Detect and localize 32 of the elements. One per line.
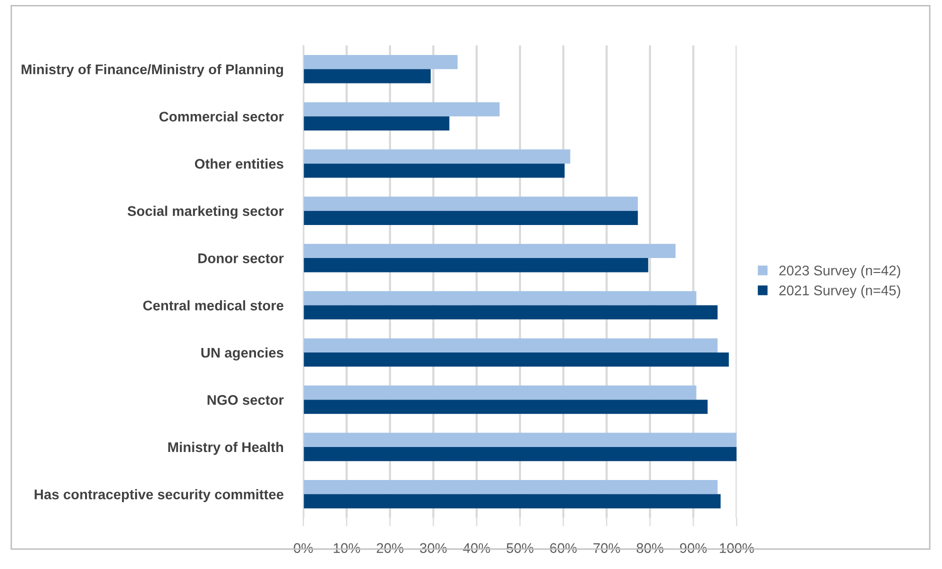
legend-label: 2021 Survey (n=45) [779,285,900,298]
y-tick-label: Central medical store [143,300,284,310]
bar [303,244,676,258]
y-tick-label: Commercial sector [159,111,284,122]
bar [303,338,718,352]
y-tick-label: Has contraceptive security committee [34,489,284,502]
bar [303,54,458,70]
bar [303,102,500,116]
bar [303,164,565,178]
bar [303,352,729,367]
bar [303,69,431,84]
y-tick-label: Donor sector [198,254,284,264]
bar [303,116,450,131]
bar [303,210,638,225]
y-tick-label: Ministry of Finance/Ministry of Planning [22,64,283,78]
legend-label: 2023 Survey (n=42) [779,265,900,278]
y-tick-label: Other entities [194,158,284,169]
y-tick-label: NGO sector [208,395,284,405]
bar [303,480,718,494]
bar [303,432,737,447]
bar [303,305,718,320]
y-tick-label: UN agencies [201,347,284,360]
bar [303,196,638,211]
bar [303,446,737,462]
bar [303,400,708,414]
bar [303,386,696,400]
y-tick-label: Social marketing sector [128,206,284,219]
bar [303,291,696,306]
y-tick-label: Ministry of Health [168,442,284,455]
bar [303,494,721,508]
bar [303,258,648,272]
bar [303,149,570,164]
